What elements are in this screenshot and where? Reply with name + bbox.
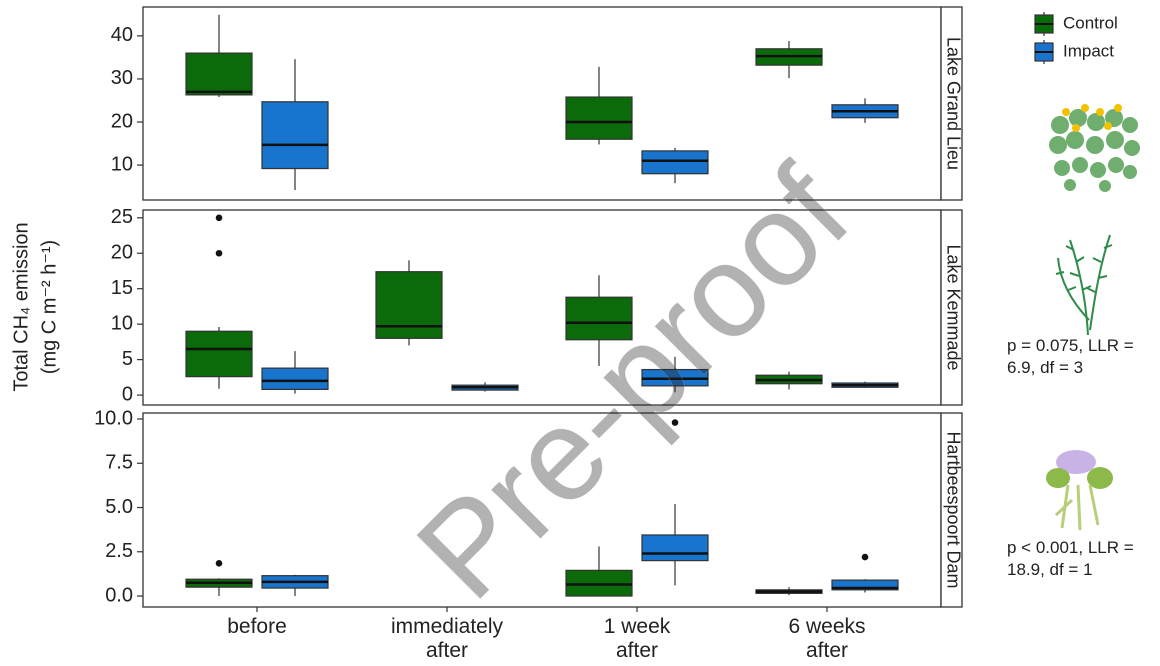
y-tick-label: 20 bbox=[111, 110, 133, 132]
box bbox=[641, 534, 709, 562]
outlier bbox=[671, 419, 679, 426]
strip bbox=[940, 6, 963, 201]
y-tick-label: 0.0 bbox=[105, 584, 133, 606]
outlier bbox=[215, 559, 223, 567]
y-tick-label: 40 bbox=[111, 24, 133, 46]
y-tick-label: 30 bbox=[111, 67, 133, 89]
outlier bbox=[861, 553, 869, 561]
y-axis-label: Total CH₄ emission bbox=[10, 222, 32, 391]
box bbox=[565, 569, 633, 597]
strip-label: Hartbeespoort Dam bbox=[943, 431, 963, 588]
y-tick-label: 20 bbox=[111, 242, 133, 264]
strip-label: Lake Kemmade bbox=[943, 244, 963, 370]
box bbox=[261, 101, 329, 170]
y-tick-label: 10.0 bbox=[94, 407, 133, 429]
box bbox=[565, 296, 633, 341]
stat-annotation: p = 0.075, LLR = 6.9, df = 3 bbox=[1007, 336, 1134, 377]
y-tick-label: 10 bbox=[111, 153, 133, 175]
outlier bbox=[215, 249, 223, 257]
y-tick-label: 5.0 bbox=[105, 496, 133, 518]
x-tick-label: immediately after bbox=[390, 615, 504, 662]
stat-annotation: p < 0.001, LLR = 18.9, df = 1 bbox=[1007, 538, 1134, 579]
box bbox=[185, 52, 253, 96]
y-tick-label: 5 bbox=[122, 348, 133, 370]
box bbox=[641, 150, 709, 175]
y-tick-label: 2.5 bbox=[105, 540, 133, 562]
plant-icon bbox=[1055, 234, 1113, 336]
x-tick-label: before bbox=[227, 615, 287, 638]
strip-label: Lake Grand Lieu bbox=[943, 37, 963, 170]
outlier bbox=[215, 214, 223, 222]
x-tick-label: 6 weeks after bbox=[788, 615, 866, 662]
plant-icon bbox=[1046, 450, 1113, 531]
plant-icon bbox=[1049, 104, 1140, 192]
y-axis-label: (mg C m⁻² h⁻¹) bbox=[38, 240, 60, 374]
y-tick-label: 7.5 bbox=[105, 452, 133, 474]
y-tick-label: 0 bbox=[122, 383, 133, 405]
legend-label: Impact bbox=[1063, 41, 1114, 60]
box bbox=[565, 96, 633, 140]
box bbox=[375, 271, 443, 339]
strip bbox=[940, 209, 963, 406]
y-tick-label: 10 bbox=[111, 312, 133, 334]
y-tick-label: 25 bbox=[111, 206, 133, 228]
box bbox=[831, 579, 899, 591]
strip bbox=[940, 412, 963, 608]
box bbox=[185, 330, 253, 378]
y-tick-label: 15 bbox=[111, 277, 133, 299]
legend-label: Control bbox=[1063, 13, 1118, 32]
x-tick-label: 1 week after bbox=[603, 615, 671, 662]
box bbox=[261, 367, 329, 390]
